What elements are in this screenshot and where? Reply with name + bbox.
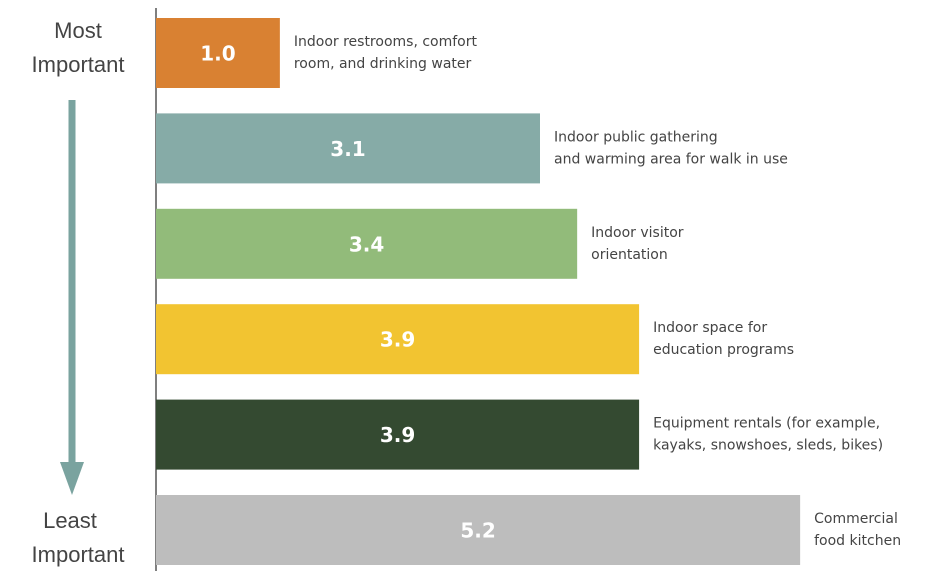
top-label: Most xyxy=(54,18,102,43)
category-label: Indoor public gathering xyxy=(554,129,718,145)
bar xyxy=(156,495,801,565)
bar xyxy=(156,208,578,279)
category-label: Equipment rentals (for example, xyxy=(653,416,880,432)
category-label: and warming area for walk in use xyxy=(554,151,788,167)
value-label: 3.1 xyxy=(330,137,365,161)
category-label: Indoor space for xyxy=(653,320,767,336)
top-label: Important xyxy=(32,52,125,77)
category-label: kayaks, snowshoes, sleds, bikes) xyxy=(653,438,883,454)
category-label: Indoor visitor xyxy=(591,225,684,241)
category-label: orientation xyxy=(591,247,668,263)
value-label: 5.2 xyxy=(460,519,495,543)
category-label: food kitchen xyxy=(814,533,901,549)
category-label: Indoor restrooms, comfort xyxy=(294,34,478,50)
category-label: room, and drinking water xyxy=(294,56,472,72)
bar xyxy=(156,399,640,470)
value-label: 3.9 xyxy=(380,328,415,352)
category-label: Commercial xyxy=(814,511,898,527)
bar xyxy=(156,304,640,375)
value-label: 3.4 xyxy=(349,232,384,256)
value-label: 3.9 xyxy=(380,423,415,447)
bottom-label: Important xyxy=(32,542,125,567)
bar xyxy=(156,113,540,184)
bar xyxy=(156,18,280,88)
arrow-head xyxy=(60,462,84,495)
category-label: education programs xyxy=(653,342,794,358)
bottom-label: Least xyxy=(43,508,97,533)
value-label: 1.0 xyxy=(200,42,235,66)
